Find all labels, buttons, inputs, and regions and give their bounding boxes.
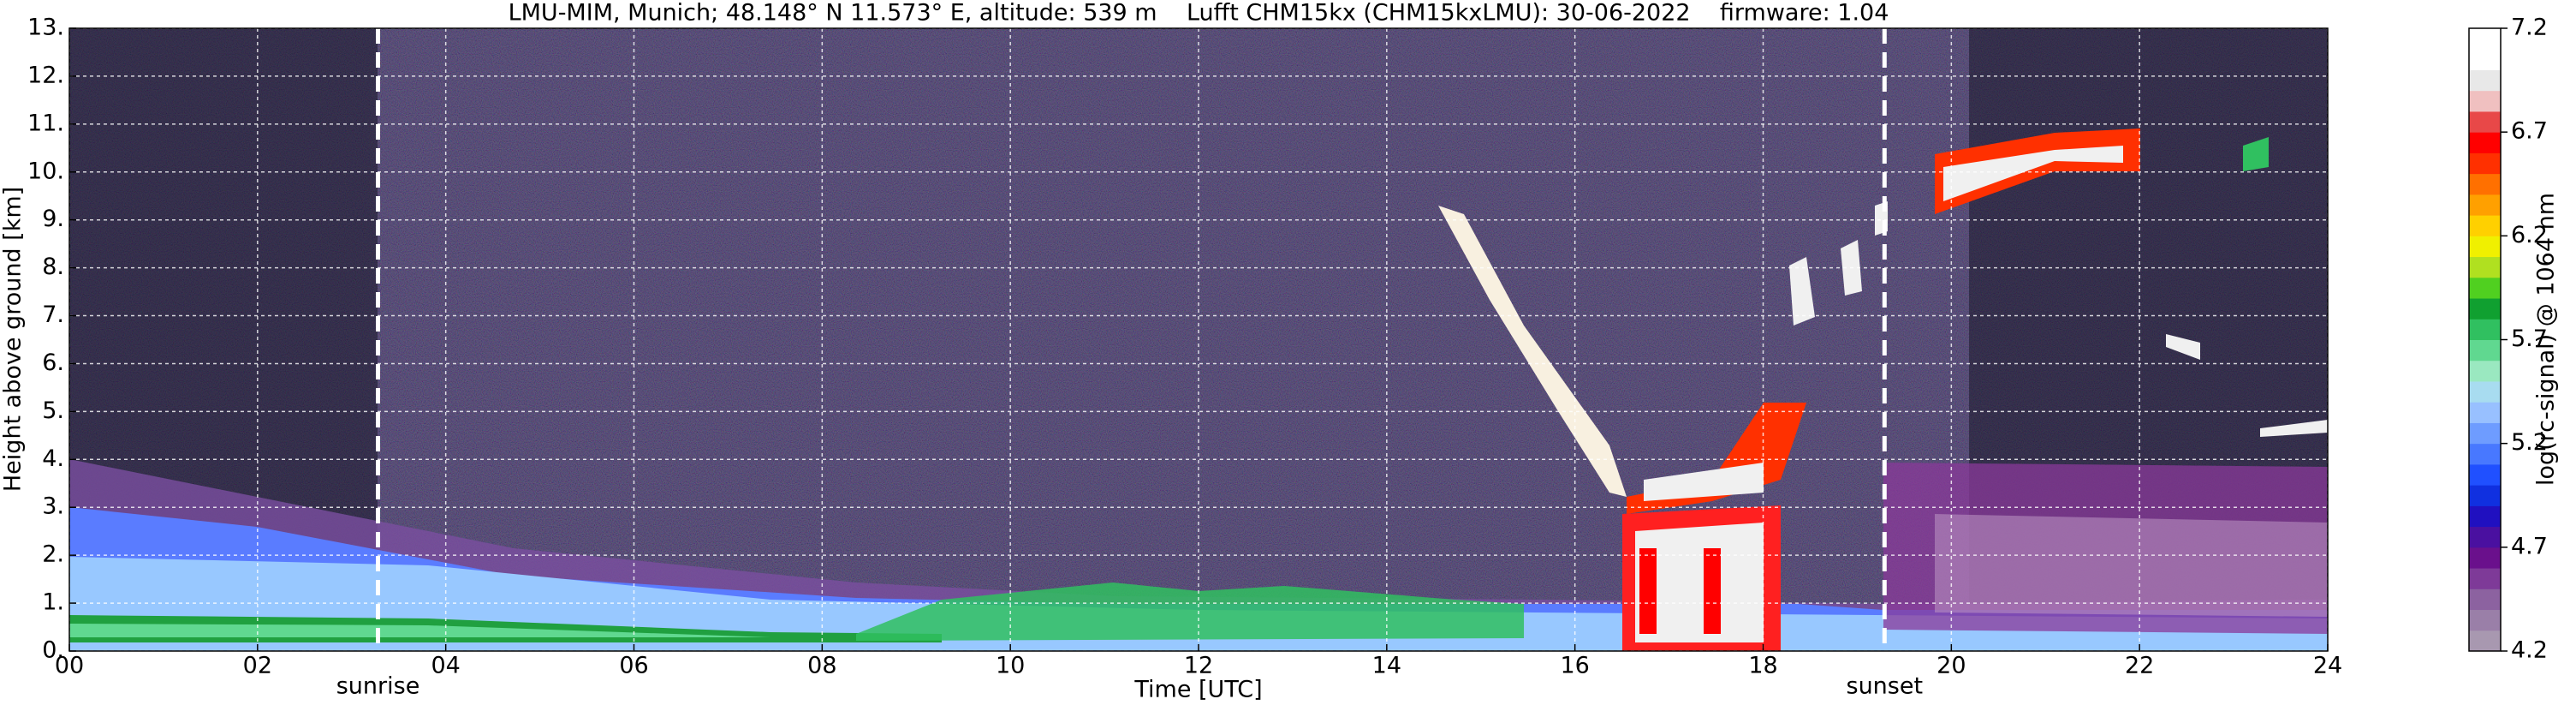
- colorbar-label: log(rc-signal) @ 1064 nm: [2533, 193, 2560, 486]
- colorbar-segment: [2469, 277, 2501, 299]
- colorbar-segment: [2469, 463, 2501, 486]
- colorbar-segment: [2469, 173, 2501, 195]
- x-tick-label: 06: [619, 653, 648, 679]
- x-tick-label: 12: [1184, 653, 1213, 679]
- x-tick-label: 02: [243, 653, 272, 679]
- colorbar-segment: [2469, 69, 2501, 92]
- y-tick-label: 9.: [42, 206, 64, 232]
- y-tick-label: 13.: [27, 15, 64, 41]
- colorbar-tick-label: 5.7: [2511, 326, 2548, 352]
- colorbar-segment: [2469, 215, 2501, 236]
- y-tick-label: 6.: [42, 350, 64, 376]
- colorbar-tick-label: 4.7: [2511, 533, 2548, 559]
- x-tick-label: 22: [2125, 653, 2154, 679]
- y-tick-label: 0.: [42, 637, 64, 664]
- plot-frame: [68, 27, 2329, 652]
- y-tick-label: 12.: [27, 62, 64, 88]
- x-tick-label: 16: [1560, 653, 1589, 679]
- colorbar-segment: [2469, 568, 2501, 589]
- y-tick-label: 5.: [42, 397, 64, 424]
- y-tick-label: 11.: [27, 110, 64, 136]
- colorbar-tick-label: 6.7: [2511, 118, 2548, 145]
- y-tick-label: 8.: [42, 254, 64, 280]
- colorbar-segment: [2469, 49, 2501, 70]
- colorbar-segment: [2469, 443, 2501, 465]
- colorbar-segment: [2469, 422, 2501, 445]
- colorbar-segment: [2469, 319, 2501, 340]
- colorbar-segment: [2469, 547, 2501, 569]
- colorbar-tick-label: 4.2: [2511, 637, 2548, 664]
- y-tick-label: 1.: [42, 589, 64, 616]
- x-tick-label: 10: [996, 653, 1025, 679]
- colorbar-segment: [2469, 609, 2501, 631]
- colorbar-segment: [2469, 90, 2501, 112]
- annotation-label: sunrise: [336, 673, 420, 700]
- y-tick-label: 2.: [42, 541, 64, 568]
- x-tick-label: 04: [431, 653, 460, 679]
- x-tick-label: 18: [1748, 653, 1777, 679]
- y-tick-label: 10.: [27, 158, 64, 184]
- colorbar-tick-label: 7.2: [2511, 15, 2548, 41]
- y-axis-label: Height above ground [km]: [0, 187, 27, 492]
- colorbar-segment: [2469, 236, 2501, 258]
- colorbar-segment: [2469, 380, 2501, 403]
- y-tick-label: 7.: [42, 302, 64, 328]
- colorbar-tick-label: 6.2: [2511, 222, 2548, 248]
- colorbar-segment: [2469, 152, 2501, 175]
- y-tick-label: 3.: [42, 493, 64, 520]
- x-tick-label: 08: [807, 653, 836, 679]
- x-tick-label: 14: [1372, 653, 1401, 679]
- x-tick-label: 00: [55, 653, 84, 679]
- colorbar-segment: [2469, 505, 2501, 528]
- chart-title: LMU-MIM, Munich; 48.148° N 11.573° E, al…: [509, 0, 1889, 27]
- colorbar-segment: [2469, 360, 2501, 382]
- colorbar-segment: [2469, 630, 2501, 652]
- colorbar-segment: [2469, 111, 2501, 133]
- y-tick-label: 4.: [42, 445, 64, 472]
- colorbar-segment: [2469, 485, 2501, 506]
- colorbar-segment: [2469, 298, 2501, 320]
- colorbar-tick-label: 5.2: [2511, 429, 2548, 456]
- colorbar-segment: [2469, 339, 2501, 361]
- annotation-label: sunset: [1847, 673, 1924, 700]
- colorbar-segment: [2469, 28, 2501, 50]
- colorbar-segment: [2469, 526, 2501, 548]
- x-tick-label: 24: [2313, 653, 2342, 679]
- colorbar-segment: [2469, 132, 2501, 153]
- colorbar-segment: [2469, 194, 2501, 216]
- colorbar-segment: [2469, 256, 2501, 278]
- x-tick-label: 20: [1936, 653, 1966, 679]
- x-axis-label: Time [UTC]: [1133, 677, 1262, 703]
- colorbar-segment: [2469, 402, 2501, 423]
- colorbar-segment: [2469, 589, 2501, 611]
